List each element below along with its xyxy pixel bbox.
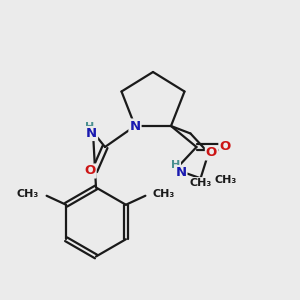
- Text: N: N: [86, 127, 97, 140]
- Text: CH₃: CH₃: [153, 189, 175, 199]
- Text: N: N: [129, 119, 141, 133]
- Text: CH₃: CH₃: [17, 189, 39, 199]
- Text: CH₃: CH₃: [190, 178, 212, 188]
- Text: N: N: [175, 166, 187, 179]
- Text: O: O: [206, 146, 217, 160]
- Text: H: H: [85, 122, 94, 132]
- Text: O: O: [219, 140, 231, 154]
- Text: CH₃: CH₃: [214, 175, 237, 185]
- Text: H: H: [171, 160, 180, 170]
- Text: O: O: [84, 164, 96, 178]
